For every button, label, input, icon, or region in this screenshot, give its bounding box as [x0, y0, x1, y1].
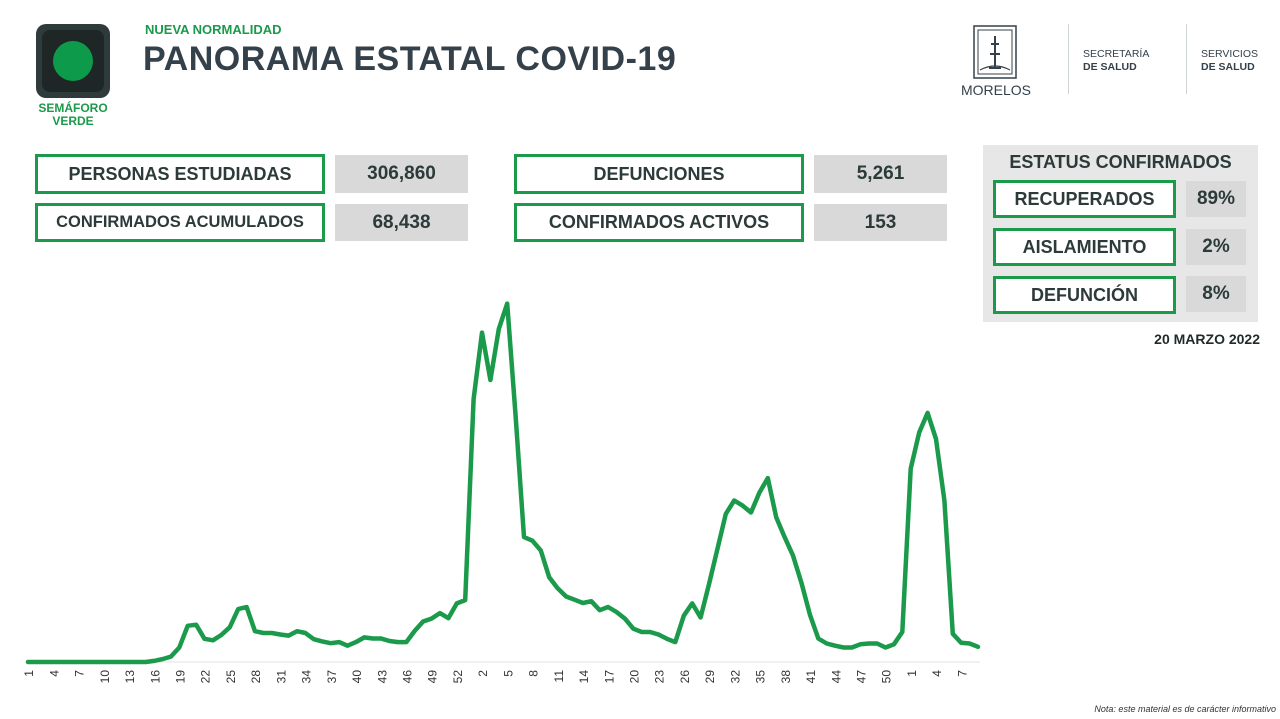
x-tick-label: 16 [148, 670, 162, 684]
semaforo-inner [42, 30, 104, 92]
defuncion-value: 8% [1186, 276, 1246, 312]
header-divider [1068, 24, 1069, 94]
status-title: ESTATUS CONFIRMADOS [1009, 152, 1232, 172]
x-tick-label: 37 [325, 670, 339, 684]
defunciones-value: 5,261 [814, 155, 947, 193]
recuperados-label: RECUPERADOS [993, 180, 1176, 218]
series-line [25, 301, 981, 665]
x-tick-label: 26 [678, 670, 692, 684]
morelos-label: MORELOS [960, 82, 1031, 98]
x-tick-label: 43 [375, 670, 389, 684]
secretaria-line1: SECRETARÍA [1083, 48, 1150, 60]
x-tick-label: 35 [754, 670, 768, 684]
personas-estudiadas-label: PERSONAS ESTUDIADAS [35, 154, 325, 194]
x-tick-label: 7 [955, 670, 969, 677]
servicios-line1: SERVICIOS [1201, 48, 1258, 60]
personas-estudiadas-value: 306,860 [335, 155, 468, 193]
defunciones-label: DEFUNCIONES [514, 154, 804, 194]
page-title: PANORAMA ESTATAL COVID-19 [143, 40, 677, 78]
semaforo-label: SEMÁFORO VERDE [38, 101, 108, 128]
confirmados-activos-value: 153 [814, 204, 947, 241]
x-tick-label: 4 [47, 670, 61, 677]
x-tick-label: 1 [905, 670, 919, 677]
cases-line-chart: 1 4 7 10 13 16 19 22 25 28 31 34 37 40 43 46 49 52 2 5 8 11 14… [22, 301, 981, 684]
x-tick-label: 11 [552, 670, 566, 683]
servicios-de-salud-logo: SERVICIOS DE SALUD [1201, 48, 1258, 74]
secretaria-de-salud-logo: SECRETARÍA DE SALUD [1083, 48, 1149, 74]
x-tick-label: 5 [501, 670, 515, 677]
morelos-seal-icon [973, 25, 1017, 79]
x-tick-label: 52 [451, 670, 465, 684]
x-tick-label: 50 [880, 670, 894, 684]
x-tick-label: 40 [350, 670, 364, 684]
aislamiento-label: AISLAMIENTO [993, 228, 1176, 266]
x-tick-label: 49 [426, 670, 440, 684]
x-tick-label: 23 [653, 670, 667, 684]
x-tick-label: 2 [476, 670, 490, 677]
x-tick-label: 4 [930, 670, 944, 677]
confirmados-acumulados-value: 68,438 [335, 204, 468, 241]
x-tick-label: 13 [123, 670, 137, 684]
secretaria-line2: DE SALUD [1083, 61, 1137, 73]
x-tick-label: 10 [98, 670, 112, 684]
x-tick-label: 17 [602, 670, 616, 684]
x-tick-label: 1 [22, 670, 36, 677]
semaforo-green-light-icon [53, 41, 93, 81]
x-tick-label: 41 [804, 670, 818, 684]
recuperados-value: 89% [1186, 181, 1246, 217]
x-tick-label: 20 [627, 670, 641, 684]
x-tick-label: 47 [854, 670, 868, 684]
confirmados-acumulados-label: CONFIRMADOS ACUMULADOS [35, 203, 325, 242]
header-divider [1186, 24, 1187, 94]
x-tick-label: 38 [779, 670, 793, 684]
x-tick-label: 19 [173, 670, 187, 684]
servicios-line2: DE SALUD [1201, 61, 1255, 73]
x-tick-label: 14 [577, 670, 591, 684]
x-tick-label: 44 [829, 670, 843, 684]
subtitle: NUEVA NORMALIDAD [145, 22, 282, 37]
x-tick-label: 22 [199, 670, 213, 684]
footnote: Nota: este material es de carácter infor… [1094, 704, 1276, 714]
report-date: 20 MARZO 2022 [1154, 331, 1260, 347]
x-axis-ticks: 1 4 7 10 13 16 19 22 25 28 31 34 37 40 43 46 49 52 2 5 8 11 14… [22, 670, 969, 684]
x-tick-label: 34 [300, 670, 314, 684]
confirmados-activos-label: CONFIRMADOS ACTIVOS [514, 203, 804, 242]
x-tick-label: 8 [527, 670, 541, 677]
x-tick-label: 28 [249, 670, 263, 684]
x-tick-label: 25 [224, 670, 238, 684]
x-tick-label: 29 [703, 670, 717, 684]
defuncion-label: DEFUNCIÓN [993, 276, 1176, 314]
x-tick-label: 32 [728, 670, 742, 684]
semaforo-icon [36, 24, 110, 98]
status-panel: ESTATUS CONFIRMADOS RECUPERADOS 89% AISL… [983, 145, 1258, 322]
x-tick-label: 7 [73, 670, 87, 677]
x-tick-label: 31 [274, 670, 288, 684]
x-tick-label: 46 [400, 670, 414, 684]
aislamiento-value: 2% [1186, 229, 1246, 265]
